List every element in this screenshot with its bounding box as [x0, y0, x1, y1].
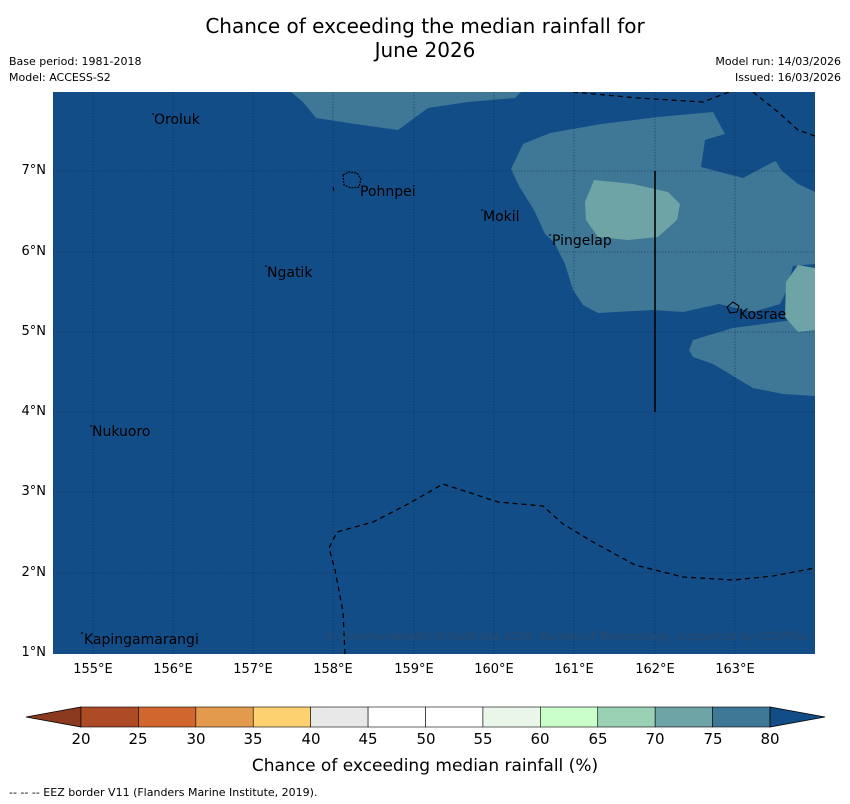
place-label-oroluk: Oroluk [154, 112, 200, 128]
meta-right: Model run: 14/03/2026 Issued: 16/03/2026 [715, 54, 841, 86]
colorbar-segment [425, 706, 484, 728]
colorbar-under-arrow [25, 706, 82, 728]
colorbar-tick-label: 60 [530, 730, 550, 748]
x-tick-label: 155°E [73, 662, 113, 677]
x-tick-label: 162°E [635, 662, 675, 677]
x-tick-label: 160°E [474, 662, 514, 677]
place-label-pingelap: Pingelap [552, 233, 612, 249]
colorbar-segment [80, 706, 139, 728]
colorbar-segments [80, 706, 771, 728]
model-text: Model: ACCESS-S2 [9, 71, 111, 84]
pohnpei-islet [332, 186, 335, 192]
colorbar-segment [654, 706, 713, 728]
chart-title: Chance of exceeding the median rainfall … [0, 14, 850, 62]
title-line-1: Chance of exceeding the median rainfall … [205, 14, 645, 38]
colorbar-tick-label: 30 [186, 730, 206, 748]
eez-borders [328, 92, 815, 654]
colorbar-segment [195, 706, 254, 728]
colorbar-over-arrow [769, 706, 826, 728]
probability-region-dark-ne [773, 138, 815, 192]
place-label-ngatik: Ngatik [267, 265, 313, 281]
eez-border-south [328, 483, 815, 654]
colorbar-tick-label: 65 [588, 730, 608, 748]
colorbar [25, 706, 826, 728]
y-tick-label: 7°N [21, 163, 47, 178]
place-label-pohnpei: Pohnpei [360, 184, 416, 200]
y-tick-label: 5°N [21, 324, 47, 339]
model-run-text: Model run: 14/03/2026 [715, 55, 841, 68]
map-panel[interactable]: Oroluk Pohnpei Mokil Pingelap Ngatik Kos… [53, 92, 815, 654]
x-tick-label: 163°E [715, 662, 755, 677]
colorbar-tick-label: 25 [128, 730, 148, 748]
y-tick-label: 2°N [21, 565, 47, 580]
x-tick-label: 161°E [554, 662, 594, 677]
colorbar-title: Chance of exceeding median rainfall (%) [251, 756, 599, 776]
y-tick-label: 4°N [21, 404, 47, 419]
issued-text: Issued: 16/03/2026 [734, 71, 841, 84]
place-label-kapingamarangi: Kapingamarangi [84, 632, 199, 648]
place-label-nukuoro: Nukuoro [92, 424, 151, 440]
meta-left: Base period: 1981-2018 Model: ACCESS-S2 [9, 54, 141, 86]
x-tick-label: 156°E [153, 662, 193, 677]
base-period-text: Base period: 1981-2018 [9, 55, 142, 68]
copyright-text: © Commonwealth of Australia 2026, Bureau… [324, 629, 809, 643]
y-tick-label: 1°N [21, 645, 47, 660]
colorbar-tick-label: 80 [760, 730, 780, 748]
eez-border-northeast [752, 92, 815, 137]
x-tick-label: 159°E [394, 662, 434, 677]
probability-region-light-1 [585, 180, 680, 240]
probability-region-top [291, 92, 521, 130]
colorbar-segment [597, 706, 656, 728]
colorbar-tick-label: 45 [358, 730, 378, 748]
map-canvas [53, 92, 815, 654]
colorbar-segment [138, 706, 197, 728]
eez-footnote: -- -- -- EEZ border V11 (Flanders Marine… [9, 786, 318, 799]
place-label-mokil: Mokil [483, 209, 520, 225]
colorbar-segment [367, 706, 426, 728]
y-tick-label: 3°N [21, 484, 47, 499]
colorbar-tick-label: 50 [416, 730, 436, 748]
x-tick-label: 157°E [233, 662, 273, 677]
x-tick-label: 158°E [313, 662, 353, 677]
colorbar-tick-label: 55 [473, 730, 493, 748]
place-label-kosrae: Kosrae [739, 307, 787, 323]
colorbar-segment [252, 706, 311, 728]
colorbar-tick-label: 75 [703, 730, 723, 748]
colorbar-tick-label: 40 [301, 730, 321, 748]
colorbar-segment [310, 706, 369, 728]
probability-region-kosrae [689, 318, 815, 396]
colorbar-tick-label: 35 [243, 730, 263, 748]
colorbar-segment [540, 706, 599, 728]
colorbar-tick-label: 70 [645, 730, 665, 748]
eez-border-north [572, 92, 730, 103]
probability-region-light-2 [785, 265, 815, 332]
title-line-2: June 2026 [374, 38, 476, 62]
colorbar-segment [482, 706, 541, 728]
island-dots [81, 113, 551, 634]
kosrae-island-outline [726, 301, 740, 314]
y-tick-label: 6°N [21, 244, 47, 259]
colorbar-segment [712, 706, 771, 728]
colorbar-tick-label: 20 [71, 730, 91, 748]
